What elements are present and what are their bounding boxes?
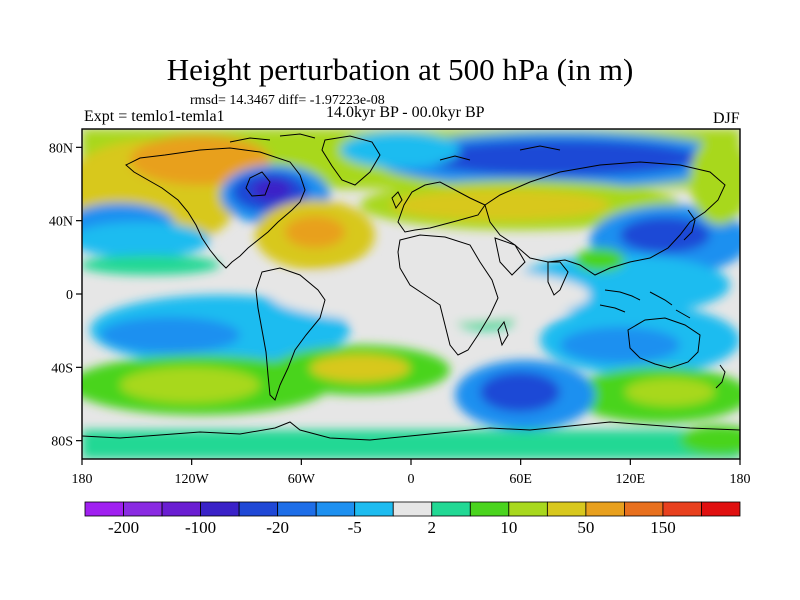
antarctic-east-positive: [680, 425, 740, 455]
north-america-coast: [125, 147, 306, 269]
antarctica-coast: [82, 421, 740, 441]
southeast-asia-islands: [599, 289, 691, 319]
colorbar-swatch: [701, 501, 741, 517]
atlantic-high-core: [285, 216, 345, 248]
colorbar-label: 150: [650, 518, 676, 537]
colorbar-swatch: [585, 501, 625, 517]
hudson-bay-coast: [245, 171, 271, 197]
arabia-coast: [494, 237, 526, 276]
eurasia-positive-core: [390, 189, 610, 221]
nw-pacific-positive: [690, 135, 740, 225]
colorbar: -200 -100 -20 -5 2 10 50 150: [84, 501, 741, 537]
lat-tick-label: 0: [66, 288, 73, 303]
colorbar-swatch: [431, 501, 471, 517]
rmsd-stats: rmsd= 14.3467 diff= -1.97223e-08: [190, 93, 385, 108]
lon-tick-label: 180: [730, 472, 751, 487]
sh-east-negative-core: [560, 327, 680, 363]
colorbar-swatch: [508, 501, 548, 517]
lon-tick-label: 120W: [175, 472, 210, 487]
madagascar-coast: [497, 320, 509, 347]
africa-coast: [397, 234, 499, 356]
colorbar-swatch: [546, 501, 587, 517]
greenland-low: [340, 132, 460, 168]
pacific-negative: [82, 222, 210, 258]
north-america-low-center: [252, 178, 292, 202]
experiment-label: Expt = temlo1-temla1: [84, 108, 225, 125]
colorbar-swatch: [123, 501, 163, 517]
tropical-neutral-zone: [270, 267, 590, 323]
lat-tick-label: 80N: [49, 141, 73, 156]
australia-coast: [627, 317, 701, 369]
colorbar-swatch: [354, 501, 394, 517]
japan-coast: [683, 209, 696, 241]
arctic-eurasia-low-core: [420, 140, 700, 176]
arctic-islands: [229, 133, 561, 161]
colorbar-swatch: [662, 501, 702, 517]
colorbar-swatch: [84, 501, 124, 517]
se-asia-positive: [575, 248, 625, 272]
lon-tick-label: 120E: [616, 472, 646, 487]
lon-tick-label: 0: [408, 472, 415, 487]
colorbar-label: -200: [108, 518, 139, 537]
alaska-positive: [130, 135, 270, 185]
uk-coast: [391, 191, 403, 210]
tropical-pacific-positive: [82, 255, 220, 275]
period-label: 14.0kyr BP - 00.0kyr BP: [326, 104, 485, 121]
colorbar-swatch: [161, 501, 201, 517]
greenland-coast: [321, 135, 381, 186]
colorbar-label: 2: [428, 518, 437, 537]
sh-positive-atlantic-core: [310, 354, 410, 382]
colorbar-label: -20: [266, 518, 289, 537]
colorbar-label: -100: [185, 518, 216, 537]
colorbar-swatch: [238, 501, 279, 517]
season-label: DJF: [713, 110, 740, 127]
lat-tick-label: 40S: [51, 361, 73, 376]
lat-tick-label: 80S: [51, 435, 73, 450]
colorbar-swatch: [200, 501, 240, 517]
colorbar-swatch: [624, 501, 664, 517]
map-title: Height perturbation at 500 hPa (in m): [166, 52, 634, 87]
colorbar-label: -5: [348, 518, 362, 537]
coastlines: [82, 133, 740, 441]
colorbar-swatch: [315, 501, 356, 517]
lon-tick-label: 60E: [509, 472, 532, 487]
colorbar-label: 50: [577, 518, 594, 537]
new-zealand-coast: [715, 364, 726, 389]
sh-west-negative-core: [100, 317, 240, 353]
height-perturbation-field: [82, 129, 740, 459]
map-axes: 80N 40N 0 40S 80S 180 120W 60W 0 60E 120E 180: [49, 141, 751, 487]
colorbar-swatch: [277, 501, 317, 517]
sh-positive-indian-core: [625, 378, 715, 406]
colorbar-label: 10: [500, 518, 517, 537]
south-america-coast: [255, 267, 326, 401]
antarctic-band: [82, 430, 740, 459]
lon-tick-label: 180: [72, 472, 93, 487]
colorbar-swatch: [392, 501, 433, 517]
lon-tick-label: 60W: [288, 472, 316, 487]
india-coast: [547, 261, 569, 296]
asia-coast: [484, 161, 726, 276]
east-asia-low-core: [620, 217, 710, 253]
lat-tick-label: 40N: [49, 215, 73, 230]
sh-positive-pacific-core: [120, 367, 260, 403]
southern-ocean-low-core: [480, 372, 560, 412]
colorbar-swatch: [469, 501, 510, 517]
